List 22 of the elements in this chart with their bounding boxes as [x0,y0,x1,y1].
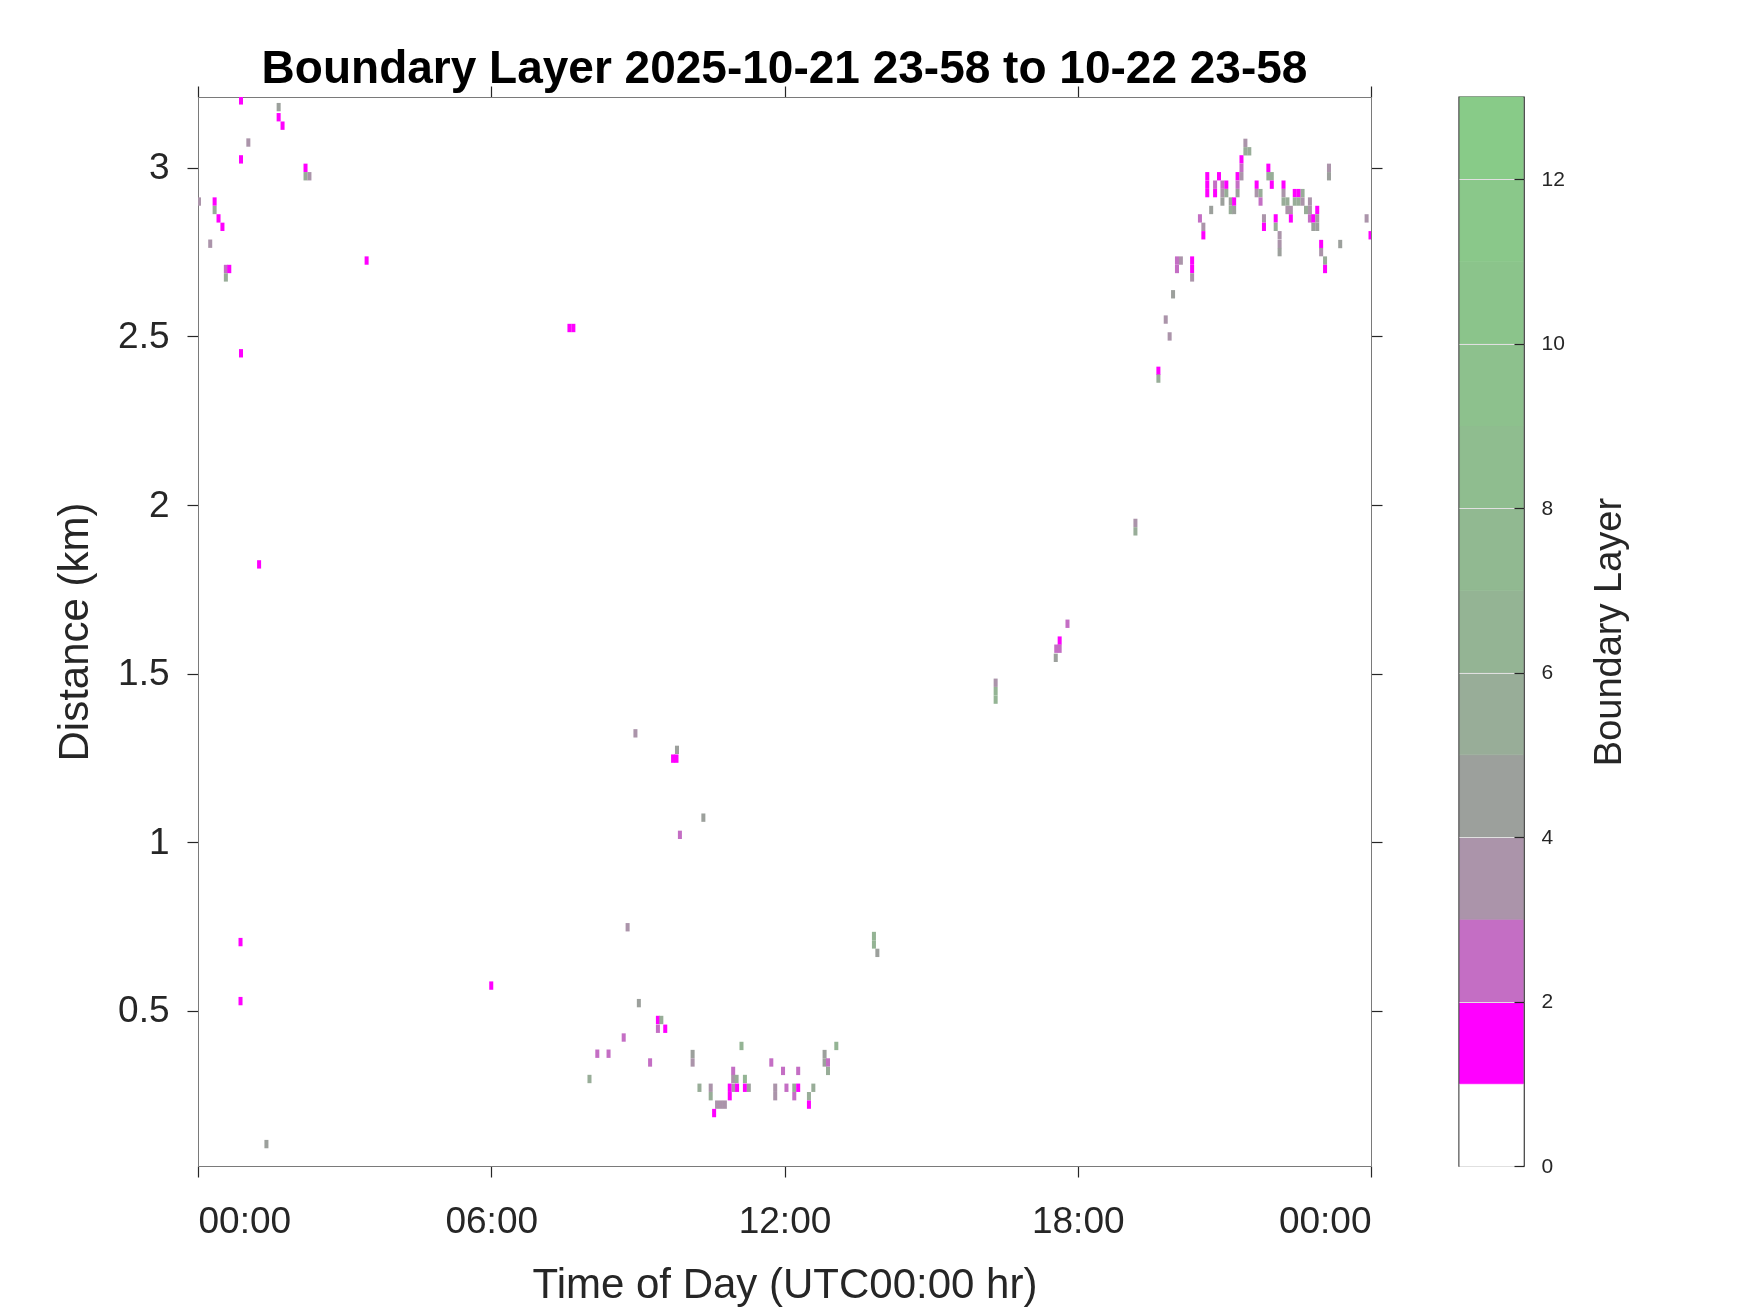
x-tick-label: 12:00 [738,1199,832,1241]
y-tick-label: 3 [148,146,170,188]
y-tick-label: 2 [148,483,170,525]
chart-title: Boundary Layer 2025-10-21 23-58 to 10-22 23-58 [261,41,1308,94]
x-axis-title: Time of Day (UTC00:00 hr) [532,1259,1038,1307]
y-axis-title: Distance (km) [50,502,98,762]
color-bar-label: 8 [1541,495,1554,519]
color-bar-title: Boundary Layer [1586,497,1629,767]
color-bar-label: 10 [1541,331,1565,355]
y-tick-label: 2.5 [118,314,170,356]
color-bar-label: 0 [1541,1153,1554,1177]
color-bar-label: 12 [1541,166,1565,190]
y-tick-label: 0.5 [118,989,170,1031]
x-tick-label: 06:00 [445,1199,539,1241]
color-bar-label: 4 [1541,824,1554,848]
x-tick-label: 18:00 [1031,1199,1125,1241]
color-bar-label: 6 [1541,660,1554,684]
y-tick-label: 1 [148,820,170,862]
x-tick-label: 00:00 [198,1199,292,1241]
color-bar-label: 2 [1541,989,1554,1013]
x-tick-label: 00:00 [1278,1199,1372,1241]
y-tick-label: 1.5 [118,652,170,694]
